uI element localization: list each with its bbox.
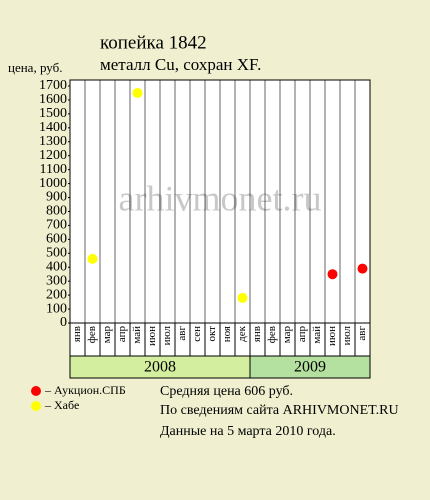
y-tick-label: 300 [46, 273, 67, 288]
point [87, 253, 98, 264]
y-tick-label: 1200 [39, 148, 67, 163]
y-tick-label: 1500 [39, 106, 67, 121]
y-tick-label: 1100 [40, 162, 67, 177]
x-tick-label: дек [236, 325, 248, 341]
x-tick-label: май [311, 326, 323, 344]
chart-title: копейка 1842 [100, 32, 207, 53]
x-tick-label: июн [146, 326, 158, 346]
y-tick-label: 0 [60, 315, 67, 330]
y-tick-label: 1400 [39, 120, 67, 135]
note: Средняя цена 606 руб. [160, 384, 293, 399]
x-tick-label: июл [341, 325, 353, 345]
x-tick-label: апр [296, 326, 308, 343]
x-tick-label: июл [161, 325, 173, 345]
year-label: 2008 [144, 359, 176, 376]
y-tick-label: 700 [46, 218, 67, 233]
x-tick-label: янв [71, 326, 83, 342]
x-tick-label: ноя [221, 326, 233, 342]
note: Данные на 5 марта 2010 года. [160, 424, 336, 439]
y-tick-label: 800 [46, 204, 67, 219]
y-tick-label: 1600 [39, 92, 67, 107]
y-tick-label: 1300 [39, 134, 67, 149]
x-tick-label: сен [191, 326, 203, 342]
point [357, 263, 368, 274]
x-tick-label: авг [176, 326, 188, 341]
month-cell [354, 322, 371, 357]
note: По сведениям сайта ARHIVMONET.RU [160, 403, 399, 418]
x-tick-label: окт [206, 326, 218, 342]
y-tick-label: 1000 [39, 176, 67, 191]
y-tick-label: 400 [46, 259, 67, 274]
point [237, 292, 248, 303]
x-tick-label: фев [266, 326, 278, 343]
point [132, 87, 143, 98]
x-tick-label: янв [251, 326, 263, 342]
y-tick-label: 100 [46, 301, 67, 316]
x-tick-label: авг [356, 326, 368, 341]
x-tick-label: июн [326, 326, 338, 346]
x-tick-label: мар [281, 326, 293, 344]
year-label: 2009 [294, 359, 326, 376]
x-tick-label: фев [86, 326, 98, 343]
legend-marker [31, 401, 41, 411]
x-tick-label: мар [101, 326, 113, 344]
legend-label: – Хабе [44, 398, 79, 412]
x-tick-label: май [131, 326, 143, 344]
y-tick-label: 600 [46, 232, 67, 247]
y-tick-label: 900 [46, 190, 67, 205]
legend-marker [31, 386, 41, 396]
chart-subtitle: металл Cu, сохран XF. [100, 55, 261, 74]
y-tick-label: 500 [46, 246, 67, 261]
x-tick-label: апр [116, 326, 128, 343]
y-tick-label: 1700 [39, 78, 67, 93]
y-axis-label: цена, руб. [8, 60, 62, 75]
point [327, 269, 338, 280]
y-tick-label: 200 [46, 287, 67, 302]
legend-label: – Аукцион.СПБ [44, 383, 126, 397]
